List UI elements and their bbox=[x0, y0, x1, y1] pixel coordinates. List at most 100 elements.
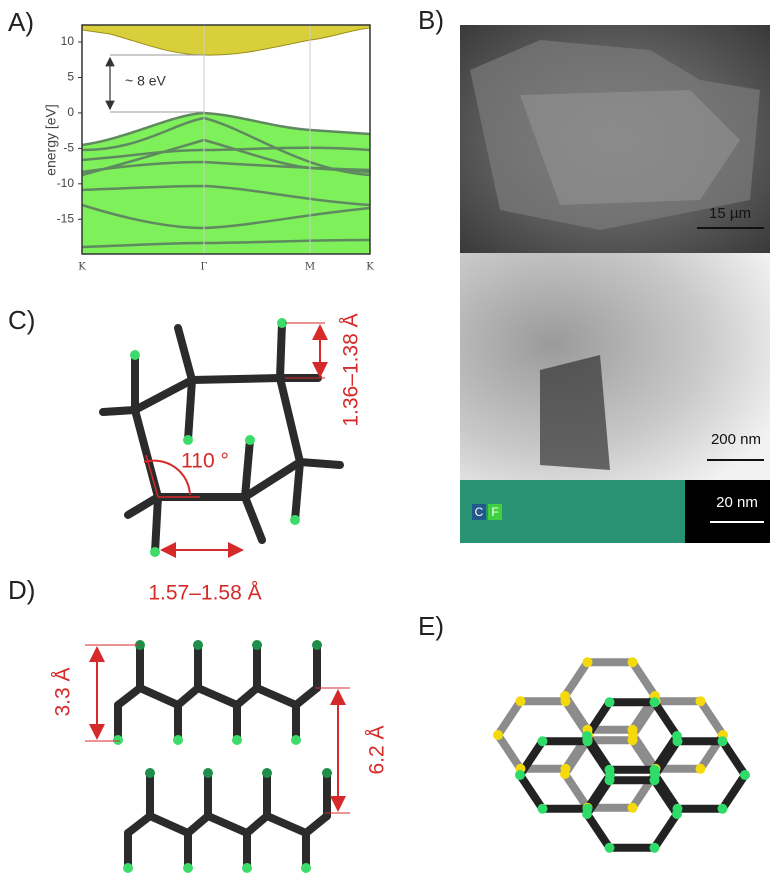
atom bbox=[290, 515, 300, 525]
panel-label: B) bbox=[418, 5, 444, 35]
atom bbox=[650, 775, 660, 785]
atom bbox=[291, 735, 301, 745]
bond bbox=[296, 688, 317, 705]
atom bbox=[301, 863, 311, 873]
bond bbox=[295, 462, 300, 520]
atom bbox=[560, 769, 570, 779]
scale-label: 15 µm bbox=[709, 205, 751, 222]
y-tick-label: -15 bbox=[57, 211, 75, 225]
bond bbox=[135, 380, 192, 410]
panel-label: D) bbox=[8, 575, 35, 605]
figure: A) B) C) D) E) 1050-5-10-15 energy [eV] … bbox=[0, 0, 774, 879]
atom bbox=[605, 765, 615, 775]
bond bbox=[192, 378, 280, 380]
bond bbox=[245, 497, 262, 540]
atom bbox=[628, 735, 638, 745]
bond-length-label: 1.57–1.58 Å bbox=[148, 582, 261, 605]
panel-label: E) bbox=[418, 611, 444, 641]
bond bbox=[140, 688, 178, 705]
atom bbox=[493, 730, 503, 740]
x-label: Γ bbox=[201, 262, 208, 273]
distance-label: 6.2 Å bbox=[366, 725, 389, 774]
atom bbox=[718, 736, 728, 746]
bond bbox=[208, 816, 247, 833]
atom bbox=[203, 768, 213, 778]
thickness-label: 3.3 Å bbox=[52, 667, 75, 716]
atom bbox=[130, 350, 140, 360]
atom bbox=[150, 547, 160, 557]
atom bbox=[673, 736, 683, 746]
atom bbox=[582, 809, 592, 819]
atom bbox=[232, 735, 242, 745]
y-axis-label: energy [eV] bbox=[43, 104, 59, 176]
x-label: M bbox=[305, 262, 315, 273]
bond bbox=[245, 440, 250, 497]
bond bbox=[267, 816, 306, 833]
scale-label: 200 nm bbox=[711, 431, 761, 448]
atom bbox=[628, 657, 638, 667]
atom bbox=[628, 803, 638, 813]
legend-label: C bbox=[475, 505, 484, 519]
atom bbox=[322, 768, 332, 778]
atom bbox=[650, 843, 660, 853]
atom bbox=[650, 697, 660, 707]
bond bbox=[306, 816, 327, 833]
gap-annotation: ~ 8 eV bbox=[125, 73, 167, 89]
atom bbox=[145, 768, 155, 778]
atom bbox=[696, 696, 706, 706]
atom bbox=[538, 736, 548, 746]
band-structure: 1050-5-10-15 energy [eV] K Γ M K ~ 8 eV bbox=[43, 25, 375, 273]
bond-length-label: 1.36–1.38 Å bbox=[340, 313, 363, 426]
atom bbox=[312, 640, 322, 650]
atom bbox=[242, 863, 252, 873]
stacking-lattice bbox=[493, 657, 750, 853]
panel-label: A) bbox=[8, 7, 34, 37]
atom bbox=[183, 863, 193, 873]
micrographs: 15 µm 200 nm 20 nm C F bbox=[460, 25, 770, 543]
y-tick-label: 10 bbox=[61, 34, 75, 48]
atom bbox=[193, 640, 203, 650]
y-tick-label: -5 bbox=[63, 141, 74, 155]
scale-label: 20 nm bbox=[716, 494, 758, 511]
atom bbox=[605, 843, 615, 853]
angle-label: 110 ° bbox=[181, 450, 229, 473]
bond bbox=[150, 816, 188, 833]
bond bbox=[300, 462, 340, 465]
y-tick-label: -10 bbox=[57, 176, 75, 190]
atom bbox=[696, 764, 706, 774]
bond bbox=[280, 378, 300, 462]
atom bbox=[516, 696, 526, 706]
bond bbox=[280, 323, 282, 378]
bond bbox=[118, 688, 140, 705]
bond bbox=[155, 497, 158, 552]
x-label: K bbox=[366, 262, 374, 273]
bond bbox=[188, 380, 192, 440]
atom bbox=[262, 768, 272, 778]
atom bbox=[123, 863, 133, 873]
bond bbox=[245, 462, 300, 497]
atom bbox=[113, 735, 123, 745]
atom bbox=[582, 731, 592, 741]
y-tick-label: 5 bbox=[67, 70, 74, 84]
cyclohexane-unit bbox=[103, 318, 340, 557]
atom bbox=[583, 657, 593, 667]
atom bbox=[605, 775, 615, 785]
atom bbox=[718, 804, 728, 814]
bond bbox=[198, 688, 237, 705]
atom bbox=[245, 435, 255, 445]
atom bbox=[560, 691, 570, 701]
atom bbox=[183, 435, 193, 445]
atom bbox=[515, 770, 525, 780]
bond bbox=[257, 688, 296, 705]
atom bbox=[538, 804, 548, 814]
atom bbox=[173, 735, 183, 745]
conduction-band bbox=[82, 25, 370, 55]
bond bbox=[128, 816, 150, 833]
bond bbox=[178, 328, 192, 380]
bond bbox=[103, 410, 135, 412]
atom bbox=[740, 770, 750, 780]
panel-label: C) bbox=[8, 305, 35, 335]
atom bbox=[605, 697, 615, 707]
x-label: K bbox=[78, 262, 86, 273]
atom bbox=[252, 640, 262, 650]
